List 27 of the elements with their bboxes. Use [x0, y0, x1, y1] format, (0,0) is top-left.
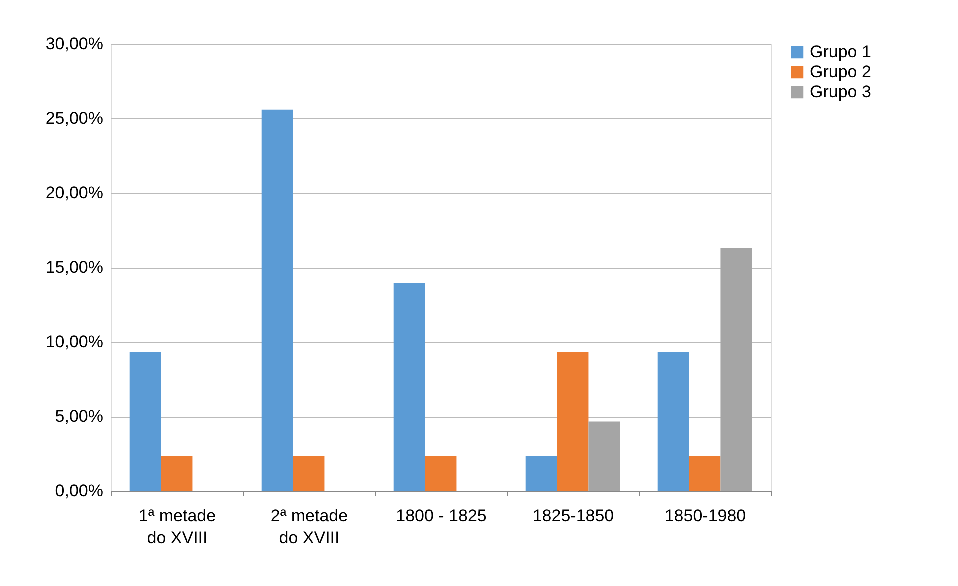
bar — [394, 283, 426, 491]
bar — [557, 352, 589, 491]
bar — [720, 248, 752, 491]
y-tick-label: 0,00% — [55, 482, 104, 500]
bar — [293, 456, 325, 491]
y-tick-label: 10,00% — [46, 332, 104, 352]
bar — [130, 352, 162, 491]
bar — [588, 422, 620, 491]
legend-label: Grupo 3 — [810, 82, 872, 102]
bar — [262, 110, 294, 491]
x-tick-label: 2ª metade do XVIII — [270, 506, 348, 548]
bar — [689, 456, 721, 491]
x-tick-label: 1ª metade do XVIII — [138, 506, 216, 548]
x-tick-label: 1825-1850 — [532, 506, 614, 526]
y-tick-label: 30,00% — [46, 34, 104, 54]
y-tick-label: 20,00% — [46, 184, 104, 202]
x-tick-label: 1850-1980 — [664, 506, 746, 526]
bar — [425, 456, 457, 491]
legend-label: Grupo 1 — [810, 42, 872, 62]
y-tick-label: 25,00% — [46, 109, 104, 128]
x-tick-label: 1800 - 1825 — [396, 506, 487, 526]
bar — [526, 456, 558, 491]
y-tick-label: 5,00% — [55, 407, 104, 426]
legend-label: Grupo 2 — [810, 62, 872, 82]
bar — [161, 456, 193, 491]
y-tick-label: 15,00% — [46, 258, 104, 277]
bar — [658, 352, 690, 491]
